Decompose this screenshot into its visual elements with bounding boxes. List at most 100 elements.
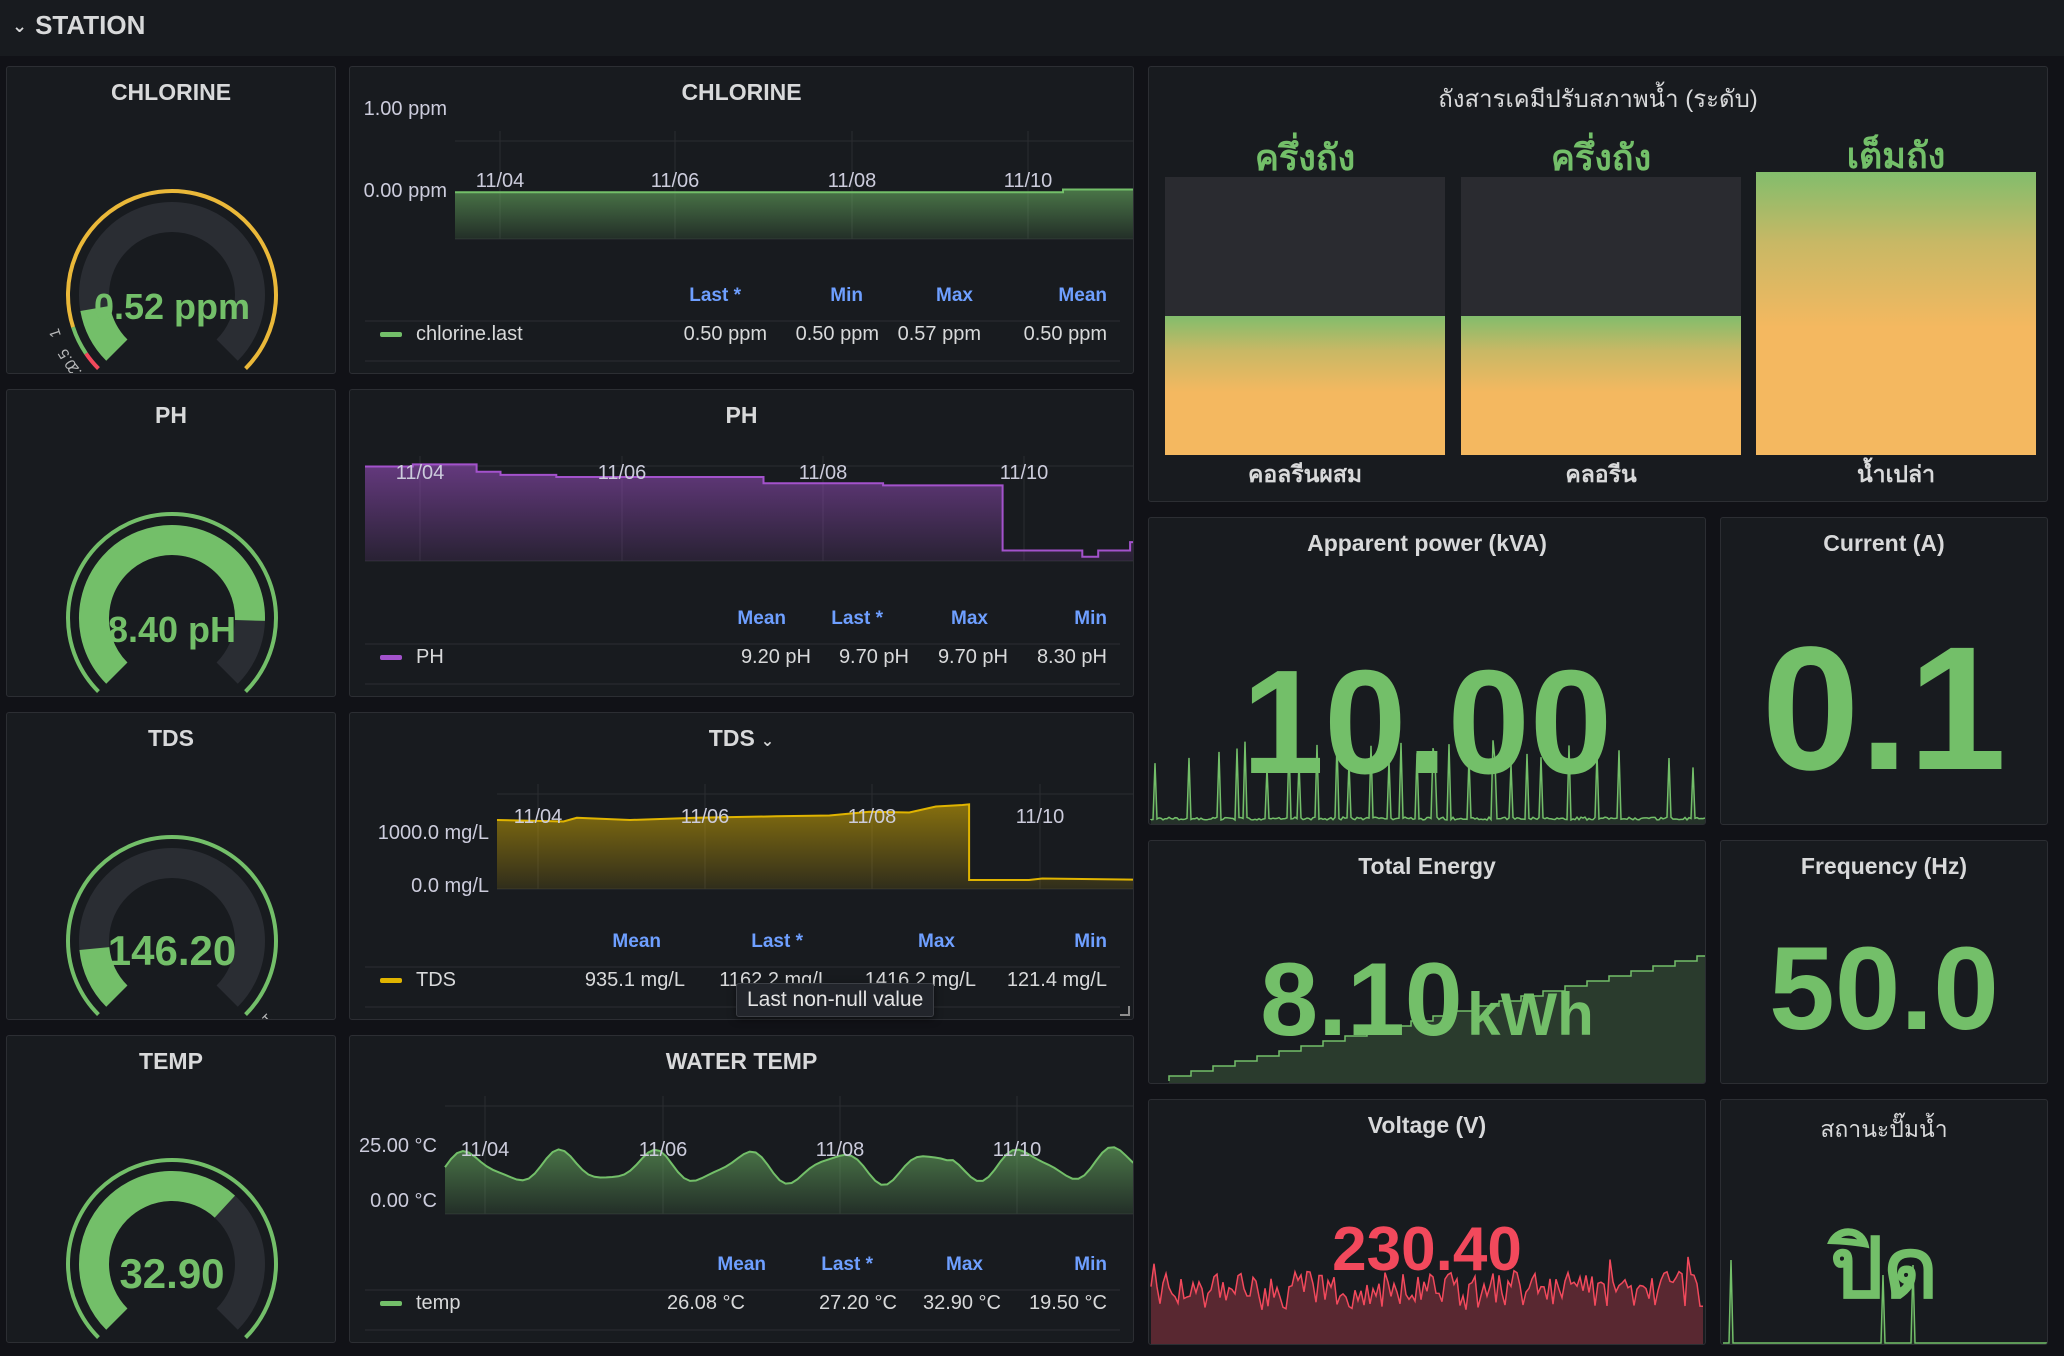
legend-header: Last * [821, 1254, 873, 1275]
stat-panel-voltage[interactable]: Voltage (V) 230.40 [1148, 1099, 1706, 1345]
tank-status: ครึ่งถัง [1461, 129, 1741, 186]
y-tick-label: 25.00 °C [359, 1135, 437, 1157]
gauge-panel-chlorine[interactable]: CHLORINE 0.52 ppm 0 0.2 0.5 1 4 [6, 66, 336, 374]
x-tick-label: 11/04 [476, 170, 525, 192]
stat-value: 0.1 [1721, 608, 2047, 810]
legend-series-name: temp [416, 1292, 460, 1314]
legend-header: Min [1074, 608, 1107, 629]
x-tick-label: 11/10 [993, 1139, 1042, 1161]
tank-levels-panel[interactable]: ถังสารเคมีปรับสภาพน้ำ (ระดับ) ครึ่งถัง คอ… [1148, 66, 2048, 502]
legend-value: 8.30 pH [1037, 646, 1107, 668]
legend-header: Last * [831, 608, 883, 629]
tank-label: น้ำเปล่า [1756, 457, 2036, 493]
row-toggle-station[interactable]: ⌄ STATION [12, 10, 145, 41]
legend-value: 0.57 ppm [898, 323, 981, 345]
tank-bar [1461, 177, 1741, 455]
legend-value: 19.50 °C [1029, 1292, 1107, 1314]
stat-value: 10.00 [1149, 638, 1705, 808]
timeseries-chart: 1.00 ppm 0.00 ppm 11/04 11/06 11/08 11/10 Last… [350, 67, 1134, 374]
chevron-down-icon: ⌄ [12, 16, 27, 37]
tank-fill [1165, 316, 1445, 455]
legend-value: 9.70 pH [938, 646, 1008, 668]
timeseries-panel-water-temp[interactable]: WATER TEMP 25.00 °C 0.00 °C 11/04 11/06 11/0… [349, 1035, 1134, 1343]
legend-header: Min [1074, 931, 1107, 952]
legend-tooltip: Last non-null value [736, 983, 934, 1017]
gauge-tick-label: 10 [247, 693, 271, 697]
gauge-panel-tds[interactable]: TDS 146.20 0 1000 [6, 712, 336, 1020]
x-tick-label: 11/06 [598, 462, 647, 484]
stat-panel-current[interactable]: Current (A) 0.1 [1720, 517, 2048, 825]
legend-value: 0.50 ppm [796, 323, 879, 345]
x-tick-label: 11/04 [461, 1139, 510, 1161]
x-tick-label: 11/08 [799, 462, 848, 484]
legend-series-name: chlorine.last [416, 323, 523, 345]
x-tick-label: 11/06 [651, 170, 700, 192]
gauge-tick-label: 50 [247, 1339, 271, 1343]
gauge-tick-label: 4 [250, 373, 268, 374]
stat-panel-total-energy[interactable]: Total Energy 8.10 kWh [1148, 840, 1706, 1084]
panel-title: Current (A) [1721, 530, 2047, 557]
x-tick-label: 11/08 [816, 1139, 865, 1161]
timeseries-chart: 25.00 °C 0.00 °C 11/04 11/06 11/08 11/10 Mean L… [350, 1036, 1134, 1343]
legend-header: Last * [689, 285, 741, 306]
legend-header: Mean [612, 931, 661, 952]
stat-panel-frequency[interactable]: Frequency (Hz) 50.0 [1720, 840, 2048, 1084]
stat-number: 8.10 [1260, 942, 1462, 1058]
gauge-tick-label: 0 [76, 1342, 94, 1343]
gauge-threshold-low [86, 353, 98, 368]
timeseries-panel-chlorine[interactable]: CHLORINE 1.00 ppm 0.00 ppm 11/04 11/06 11/08… [349, 66, 1134, 374]
legend-swatch [380, 1301, 402, 1306]
tank-label: คลอรีน [1461, 457, 1741, 493]
legend-series-name: TDS [416, 969, 456, 991]
stat-value: 8.10 kWh [1149, 941, 1705, 1060]
legend-value: 0.50 ppm [1024, 323, 1107, 345]
tank-status: เต็มถัง [1756, 127, 2036, 184]
x-tick-label: 11/10 [1004, 170, 1053, 192]
y-tick-label: 0.00 °C [370, 1190, 437, 1212]
gauge-panel-temp[interactable]: TEMP 32.90 0 50 [6, 1035, 336, 1343]
x-tick-label: 11/06 [639, 1139, 688, 1161]
x-tick-label: 11/08 [828, 170, 877, 192]
gauge-threshold-ok [73, 327, 86, 353]
stat-value: 50.0 [1721, 921, 2047, 1057]
legend-value: 27.20 °C [819, 1292, 897, 1314]
legend-header: Max [918, 931, 955, 952]
legend-header: Max [936, 285, 973, 306]
legend-swatch [380, 655, 402, 660]
row-title: STATION [35, 10, 145, 41]
legend-swatch [380, 332, 402, 337]
x-tick-label: 11/04 [514, 806, 563, 828]
legend-value: 121.4 mg/L [1007, 969, 1107, 991]
timeseries-panel-tds[interactable]: TDS ⌄ 1000.0 mg/L 0.0 mg/L 11/04 11/06 11/08 1… [349, 712, 1134, 1020]
legend-header: Min [1074, 1254, 1107, 1275]
x-tick-label: 11/04 [396, 462, 445, 484]
tank-fill [1756, 172, 2036, 455]
tank-status: ครึ่งถัง [1165, 129, 1445, 186]
legend-header: Max [951, 608, 988, 629]
tank-bar [1756, 177, 2036, 455]
gauge-tick-label: 1 [46, 326, 65, 339]
tank-label: คอลรีนผสม [1165, 457, 1445, 493]
timeseries-panel-ph[interactable]: PH 11/04 11/06 11/08 11/10 Mean Last * Max Min P… [349, 389, 1134, 697]
gauge-tick-label: 0 [76, 696, 94, 697]
gauge-value: 0.52 ppm [94, 286, 250, 327]
legend-value: 935.1 mg/L [585, 969, 685, 991]
legend-header: Last * [751, 931, 803, 952]
legend-value: 9.70 pH [839, 646, 909, 668]
legend-swatch [380, 978, 402, 983]
stat-panel-pump-status[interactable]: สถานะปั๊มน้ำ ปิด [1720, 1099, 2048, 1345]
stat-value: 230.40 [1149, 1214, 1705, 1285]
resize-handle-icon[interactable] [1120, 1006, 1130, 1016]
gauge-value: 146.20 [108, 927, 236, 974]
gauge: 146.200 1000 [7, 713, 336, 1020]
legend-header: Mean [1058, 285, 1107, 306]
tank-bar [1165, 177, 1445, 455]
y-tick-label: 1000.0 mg/L [378, 822, 489, 844]
x-tick-label: 11/10 [1000, 462, 1049, 484]
timeseries-chart: 1000.0 mg/L0.0 mg/L11/04 11/06 11/08 11/10M… [350, 713, 1134, 1020]
legend-value: 9.20 pH [741, 646, 811, 668]
gauge-panel-ph[interactable]: PH 8.40 pH 0 10 [6, 389, 336, 697]
legend-value: 32.90 °C [923, 1292, 1001, 1314]
timeseries-chart: 11/04 11/06 11/08 11/10Mean Last * Max MinPH 9.… [350, 390, 1134, 697]
stat-panel-apparent-power[interactable]: Apparent power (kVA) 10.00 [1148, 517, 1706, 825]
